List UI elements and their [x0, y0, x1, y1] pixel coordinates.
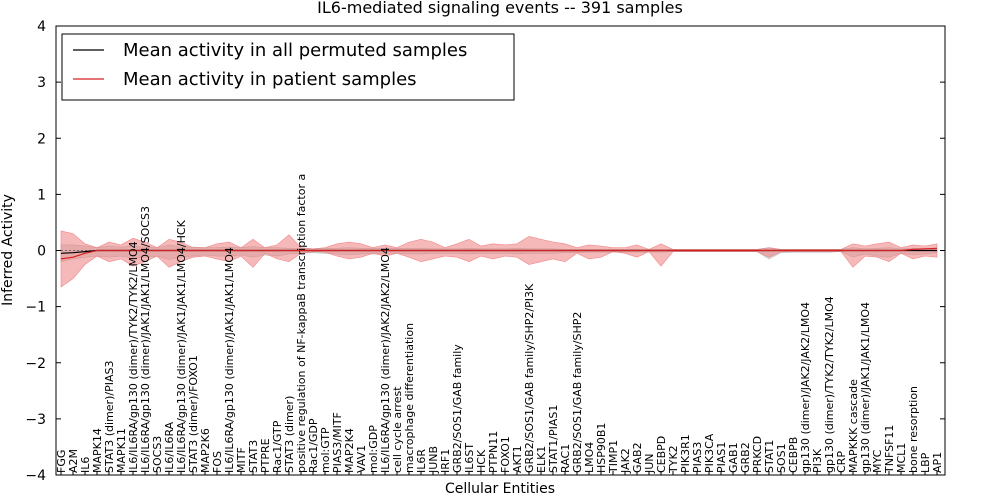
- category-label: MYC: [871, 449, 884, 473]
- category-label: TYK2: [667, 445, 680, 474]
- category-label: TNFSF11: [883, 425, 896, 474]
- category-label: mol:GDP: [367, 425, 380, 473]
- y-tick-label: 4: [37, 19, 46, 35]
- category-label: IL6/IL6RA/gp130 (dimer)/JAK1/JAK1/LMO4/H…: [175, 219, 188, 473]
- patient-mean-line: [60, 247, 938, 260]
- category-label: IL6: [79, 457, 92, 473]
- patient-band: [60, 230, 938, 288]
- category-label: JUN: [643, 453, 656, 474]
- category-label: TIMP1: [607, 440, 620, 474]
- category-label: JUNB: [427, 446, 440, 474]
- category-label: STAT3 (dimer)/PIAS3: [103, 361, 116, 473]
- category-label: Rac1/GDP: [307, 418, 320, 473]
- category-label: CEBPB: [787, 437, 800, 473]
- category-label: gp130 (dimer)/TYK2/TYK2/LMO4: [823, 296, 836, 473]
- category-label: bone resorption: [907, 386, 920, 473]
- category-label: LBP: [919, 452, 932, 473]
- y-tick-label: 3: [37, 75, 46, 91]
- category-label: HSP90B1: [595, 423, 608, 473]
- category-label: STAT3 (dimer)/FOXO1: [187, 355, 200, 473]
- category-label: PIAS3: [691, 442, 704, 473]
- category-label: MAPKKK cascade: [847, 379, 860, 473]
- category-label: PIK3R1: [679, 434, 692, 473]
- category-label: CRP: [835, 451, 848, 473]
- series-lines: [60, 247, 938, 260]
- legend: Mean activity in all permuted samples Me…: [61, 33, 515, 101]
- category-label: SOS1: [775, 443, 788, 473]
- category-label: AP1: [931, 452, 944, 473]
- chart-title: IL6-mediated signaling events -- 391 sam…: [317, 0, 683, 17]
- legend-permuted-label: Mean activity in all permuted samples: [123, 40, 467, 61]
- category-label: IL6/IL6RA/gp130 (dimer)/JAK2/JAK2/LMO4: [379, 247, 392, 473]
- category-label: SOCS3: [151, 436, 164, 473]
- category-label: MAPK11: [115, 428, 128, 473]
- category-label: A2M: [67, 449, 80, 473]
- category-label: IRF1: [439, 449, 452, 473]
- y-tick-label: −4: [25, 468, 46, 484]
- category-label: PTPRE: [259, 438, 272, 473]
- plot-frame: [55, 25, 946, 476]
- category-label: VAV1: [355, 445, 368, 473]
- x-axis-title: Cellular Entities: [445, 481, 555, 497]
- category-label: FOXO1: [499, 436, 512, 473]
- category-label: GRB2: [739, 442, 752, 473]
- y-tick-label: −2: [25, 356, 46, 372]
- category-label: IL6ST: [463, 443, 476, 473]
- legend-patient-label: Mean activity in patient samples: [123, 69, 417, 90]
- y-tick-label: −3: [25, 412, 46, 428]
- category-label: PIK3CA: [703, 433, 716, 473]
- category-label: ELK1: [535, 446, 548, 473]
- category-label: mol:GTP: [319, 427, 332, 473]
- category-label: STAT1: [763, 440, 776, 473]
- category-label: IL6R: [415, 449, 428, 473]
- category-label: AKT1: [511, 445, 524, 473]
- category-label: IL6/IL6RA/gp130 (dimer)/JAK1/JAK1/LMO4: [223, 247, 236, 473]
- category-label: Rac1/GTP: [271, 420, 284, 473]
- category-label: cell cycle arrest: [391, 386, 404, 473]
- category-label: LMO4: [583, 442, 596, 473]
- category-label: CEBPD: [655, 436, 668, 473]
- category-label: IL6/IL6RA/gp130 (dimer)/TYK2/TYK2/LMO4: [127, 241, 140, 473]
- category-label: PTPN11: [487, 431, 500, 473]
- category-label: GRB2/SOS1/GAB family: [451, 344, 464, 473]
- category-label: GAB1: [727, 442, 740, 473]
- category-label: STAT3: [247, 440, 260, 473]
- category-label: GAB2: [631, 442, 644, 473]
- y-tick-label: −1: [25, 300, 46, 316]
- category-labels: FGG A2M IL6 MAPK14 STAT3 (dimer)/PIAS3 MAPK11…: [55, 174, 944, 475]
- confidence-bands: [60, 230, 938, 288]
- category-label: STAT1/PIAS1: [547, 405, 560, 473]
- y-tick-label: 1: [37, 187, 46, 203]
- category-label: gp130 (dimer)/JAK2/JAK2/LMO4: [799, 302, 812, 473]
- category-label: FGG: [55, 450, 68, 473]
- category-label: IL6/IL6RA: [163, 421, 176, 473]
- y-tick-label: 0: [37, 244, 46, 260]
- y-axis: −4 −3 −2 −1 0 1 2 3 4: [25, 19, 945, 484]
- category-label: PIAS3/MITF: [331, 412, 344, 473]
- category-label: RAC1: [559, 444, 572, 473]
- category-label: IL6/IL6RA/gp130 (dimer)/JAK1/JAK1/LMO4/S…: [139, 206, 152, 473]
- category-label: MAP2K6: [199, 428, 212, 473]
- category-label: MCL1: [895, 443, 908, 473]
- category-label: PRKCD: [751, 436, 764, 473]
- category-label: MAPK14: [91, 428, 104, 473]
- y-tick-label: 2: [37, 131, 46, 147]
- category-label: GRB2/SOS1/GAB family/SHP2: [571, 312, 584, 473]
- category-label: PIAS1: [715, 442, 728, 473]
- category-label: MAP2K4: [343, 428, 356, 473]
- category-label: STAT3 (dimer): [283, 396, 296, 473]
- category-label: MITF: [235, 447, 248, 473]
- category-label: GRB2/SOS1/GAB family/SHP2/PI3K: [523, 283, 536, 473]
- category-label: FOS: [211, 451, 224, 473]
- legend-box: [61, 33, 515, 101]
- category-label: macrophage differentiation: [403, 323, 416, 473]
- category-label: PI3K: [811, 448, 824, 473]
- category-label: JAK2: [619, 448, 632, 474]
- category-label: positive regulation of NF-kappaB transcr…: [295, 174, 308, 473]
- category-label: gp130 (dimer)/JAK1/JAK1/LMO4: [859, 302, 872, 473]
- y-axis-title: Inferred Activity: [0, 194, 16, 306]
- category-label: HCK: [475, 449, 488, 473]
